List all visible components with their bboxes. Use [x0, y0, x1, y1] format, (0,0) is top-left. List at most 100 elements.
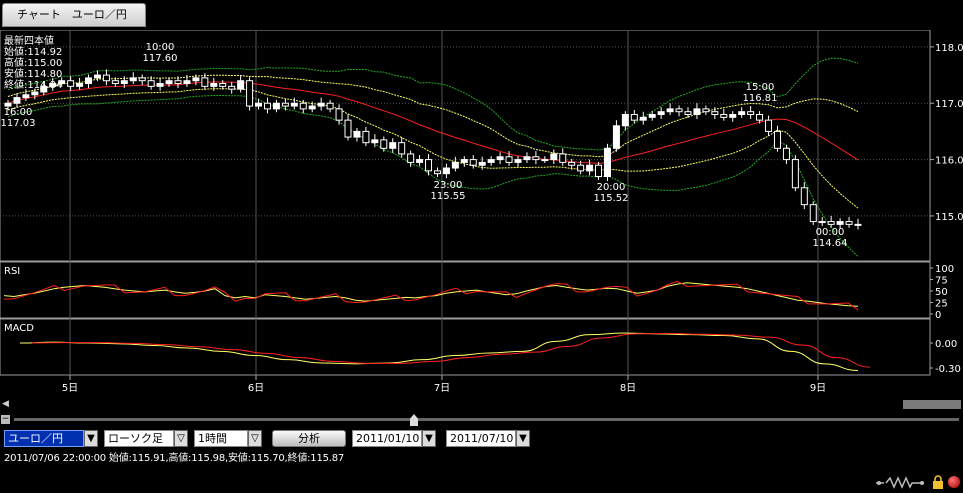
candle-body: [67, 80, 75, 87]
symbol-dropdown-icon[interactable]: ▼: [84, 430, 98, 447]
candle-body: [263, 102, 271, 110]
analyze-button[interactable]: 分析: [272, 430, 346, 447]
macd-label: MACD: [4, 323, 34, 334]
candle-body: [111, 80, 119, 85]
candle-body: [442, 167, 450, 175]
annotation-price: 115.55: [431, 191, 466, 202]
candle-body: [228, 85, 236, 90]
candle-body: [246, 80, 254, 107]
rsi-axis-label: 75: [935, 276, 948, 287]
candle-body: [791, 159, 799, 189]
candle-body: [58, 80, 66, 85]
info-line: 最新四本値: [4, 34, 54, 47]
chart-scrollbar[interactable]: ◀: [0, 397, 963, 411]
interval-select[interactable]: 1時間: [194, 430, 248, 447]
interval-dropdown-icon[interactable]: ▽: [248, 430, 262, 447]
candle-body: [478, 161, 486, 166]
chart-type-select[interactable]: ローソク足: [104, 430, 174, 447]
candle-body: [138, 77, 146, 82]
lock-icon: [933, 475, 943, 489]
rsi-axis-label: 0: [935, 310, 941, 321]
candle-body: [469, 159, 477, 166]
rsi-line-red: [3, 280, 859, 311]
chart-type-dropdown-icon[interactable]: ▽: [174, 430, 188, 447]
date-label: 7日: [434, 383, 450, 394]
macd-line-yellow: [19, 332, 859, 371]
candle-body: [532, 156, 540, 161]
candle-body: [299, 102, 307, 110]
candle-body: [523, 156, 531, 161]
band-upper-2: [7, 57, 859, 151]
candle-body: [76, 83, 84, 87]
candle-body: [630, 114, 638, 121]
from-date-select[interactable]: 2011/01/10: [352, 430, 422, 447]
to-date-dropdown-icon[interactable]: ▼: [516, 430, 530, 447]
candle-body: [854, 223, 862, 226]
candle-body: [756, 114, 764, 121]
candle-body: [487, 159, 495, 163]
candle-body: [666, 108, 674, 113]
candle-body: [577, 164, 585, 172]
macd-signal-red: [31, 332, 871, 368]
tab-chart-eurjpy[interactable]: チャート ユーロ／円: [2, 3, 146, 27]
annotation-price: 116.81: [743, 93, 778, 104]
candle-body: [675, 108, 683, 113]
candle-body: [702, 108, 710, 113]
candle-body: [85, 77, 93, 85]
chart-labels: 5日 6日 7日 8日 9日 最新四本値始値:114.92高値:115.00安値:114.…: [1, 34, 848, 394]
candle-body: [747, 111, 755, 116]
candle-body: [335, 108, 343, 121]
candle-body: [425, 159, 433, 172]
candle-body: [773, 130, 781, 149]
candle-body: [568, 161, 576, 166]
zoom-slider[interactable]: −: [0, 412, 963, 428]
price-axis-label: 115.00: [935, 212, 963, 223]
candle-body: [219, 83, 227, 87]
candle-body: [550, 153, 558, 161]
candle-body: [40, 85, 48, 93]
candle-body: [389, 142, 397, 149]
scroll-left-icon[interactable]: ◀: [2, 399, 9, 409]
rsi-axis-label: 50: [935, 287, 948, 298]
info-line: 安値:114.80: [4, 67, 62, 80]
candle-body: [693, 108, 701, 116]
candle-body: [827, 221, 835, 225]
annotation-time: 15:00: [746, 82, 775, 93]
slider-track: [14, 418, 959, 421]
symbol-select[interactable]: ユーロ／円: [4, 430, 84, 447]
candle-body: [398, 142, 406, 155]
annotation-price: 114.64: [813, 238, 848, 249]
annotation-time: 23:00: [434, 180, 463, 191]
from-date-dropdown-icon[interactable]: ▼: [422, 430, 436, 447]
candle-body: [49, 83, 57, 87]
candle-body: [317, 102, 325, 107]
record-status-icon: [948, 476, 960, 488]
price-axis-label: 116.00: [935, 156, 963, 167]
to-date-select[interactable]: 2011/07/10: [446, 430, 516, 447]
zoom-out-icon[interactable]: −: [1, 414, 10, 424]
band-upper-1: [7, 74, 859, 158]
chart-controls: ユーロ／円 ▼ ローソク足 ▽ 1時間 ▽ 分析 2011/01/10 ▼ 20…: [0, 429, 963, 451]
candle-body: [496, 156, 504, 161]
candlesticks: [4, 69, 862, 230]
slider-knob[interactable]: [410, 414, 418, 426]
candle-body: [165, 80, 173, 85]
candle-body: [156, 83, 164, 87]
price-axis-label: 118.00: [935, 43, 963, 54]
candle-body: [684, 111, 692, 116]
rsi-panel: [3, 280, 859, 311]
candle-body: [541, 159, 549, 162]
scroll-thumb[interactable]: [903, 400, 961, 409]
bottom-bar: [0, 472, 963, 493]
rsi-axis-label: 25: [935, 299, 948, 310]
candle-body: [818, 221, 826, 224]
candle-body: [308, 105, 316, 110]
candle-body: [237, 80, 245, 90]
macd-panel: [19, 332, 871, 371]
annotation-price: 117.03: [1, 118, 36, 129]
date-label: 6日: [248, 383, 264, 394]
annotation-price: 117.60: [143, 53, 178, 64]
candle-body: [102, 74, 110, 82]
